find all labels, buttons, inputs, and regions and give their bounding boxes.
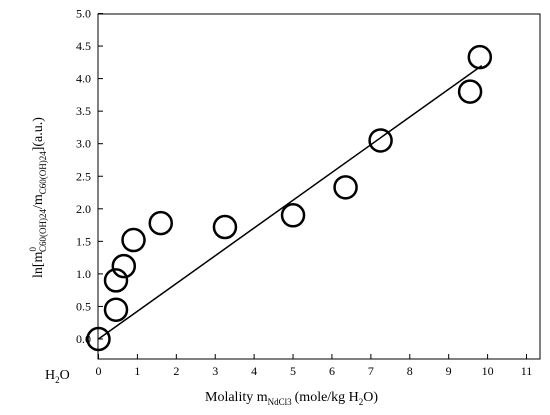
x-axis-label: Molality mNdCl3 (mole/kg H2O) — [205, 390, 378, 407]
x-tick-label: 1 — [134, 364, 140, 378]
x-tick-label: 9 — [446, 364, 452, 378]
y-tick-label: 0.5 — [76, 299, 91, 313]
y-axis-label: ln[m0C60(OH)24/mC60(OH)24](a.u.) — [28, 117, 48, 278]
x-tick-label: 10 — [482, 364, 494, 378]
x-tick-label: 8 — [407, 364, 413, 378]
x-tick-label: 4 — [251, 364, 257, 378]
data-point — [457, 79, 483, 104]
y-tick-label: 3.0 — [76, 137, 91, 151]
y-tick-label: 1.0 — [76, 267, 91, 281]
x-tick-label: 11 — [521, 364, 533, 378]
data-point — [103, 268, 129, 293]
x-tick-label: 3 — [212, 364, 218, 378]
data-point — [212, 214, 238, 240]
y-tick-label: 4.5 — [76, 39, 91, 53]
x-tick-label: 6 — [329, 364, 335, 378]
x-tick-label: 0 — [96, 364, 102, 378]
y-tick-label: 3.5 — [76, 104, 91, 118]
data-point — [280, 203, 306, 228]
y-tick-label: 1.5 — [76, 234, 91, 248]
x-axis-ticks: 0 1 2 3 4 5 6 7 8 9 10 11 — [96, 354, 533, 378]
data-point — [103, 297, 129, 322]
x-tick-label: 5 — [290, 364, 296, 378]
data-point — [148, 210, 174, 236]
data-point — [368, 128, 393, 153]
y-tick-label: 2.5 — [76, 169, 91, 183]
origin-label: H2O — [45, 368, 70, 385]
data-point — [121, 227, 146, 253]
data-point — [111, 253, 137, 279]
data-point — [467, 44, 493, 70]
x-tick-label: 7 — [368, 364, 374, 378]
y-tick-label: 5.0 — [76, 7, 91, 21]
plot-frame — [97, 13, 541, 360]
data-point — [86, 326, 111, 352]
fit-line — [98, 64, 483, 340]
x-tick-label: 2 — [173, 364, 179, 378]
data-point — [333, 175, 358, 200]
y-tick-label: 2.0 — [76, 202, 91, 216]
data-points — [86, 44, 493, 352]
fit-line-group — [98, 64, 483, 340]
y-axis-ticks: 0.00.51.01.52.02.53.03.54.04.55.0 — [76, 7, 103, 346]
y-tick-label: 4.0 — [76, 72, 91, 86]
